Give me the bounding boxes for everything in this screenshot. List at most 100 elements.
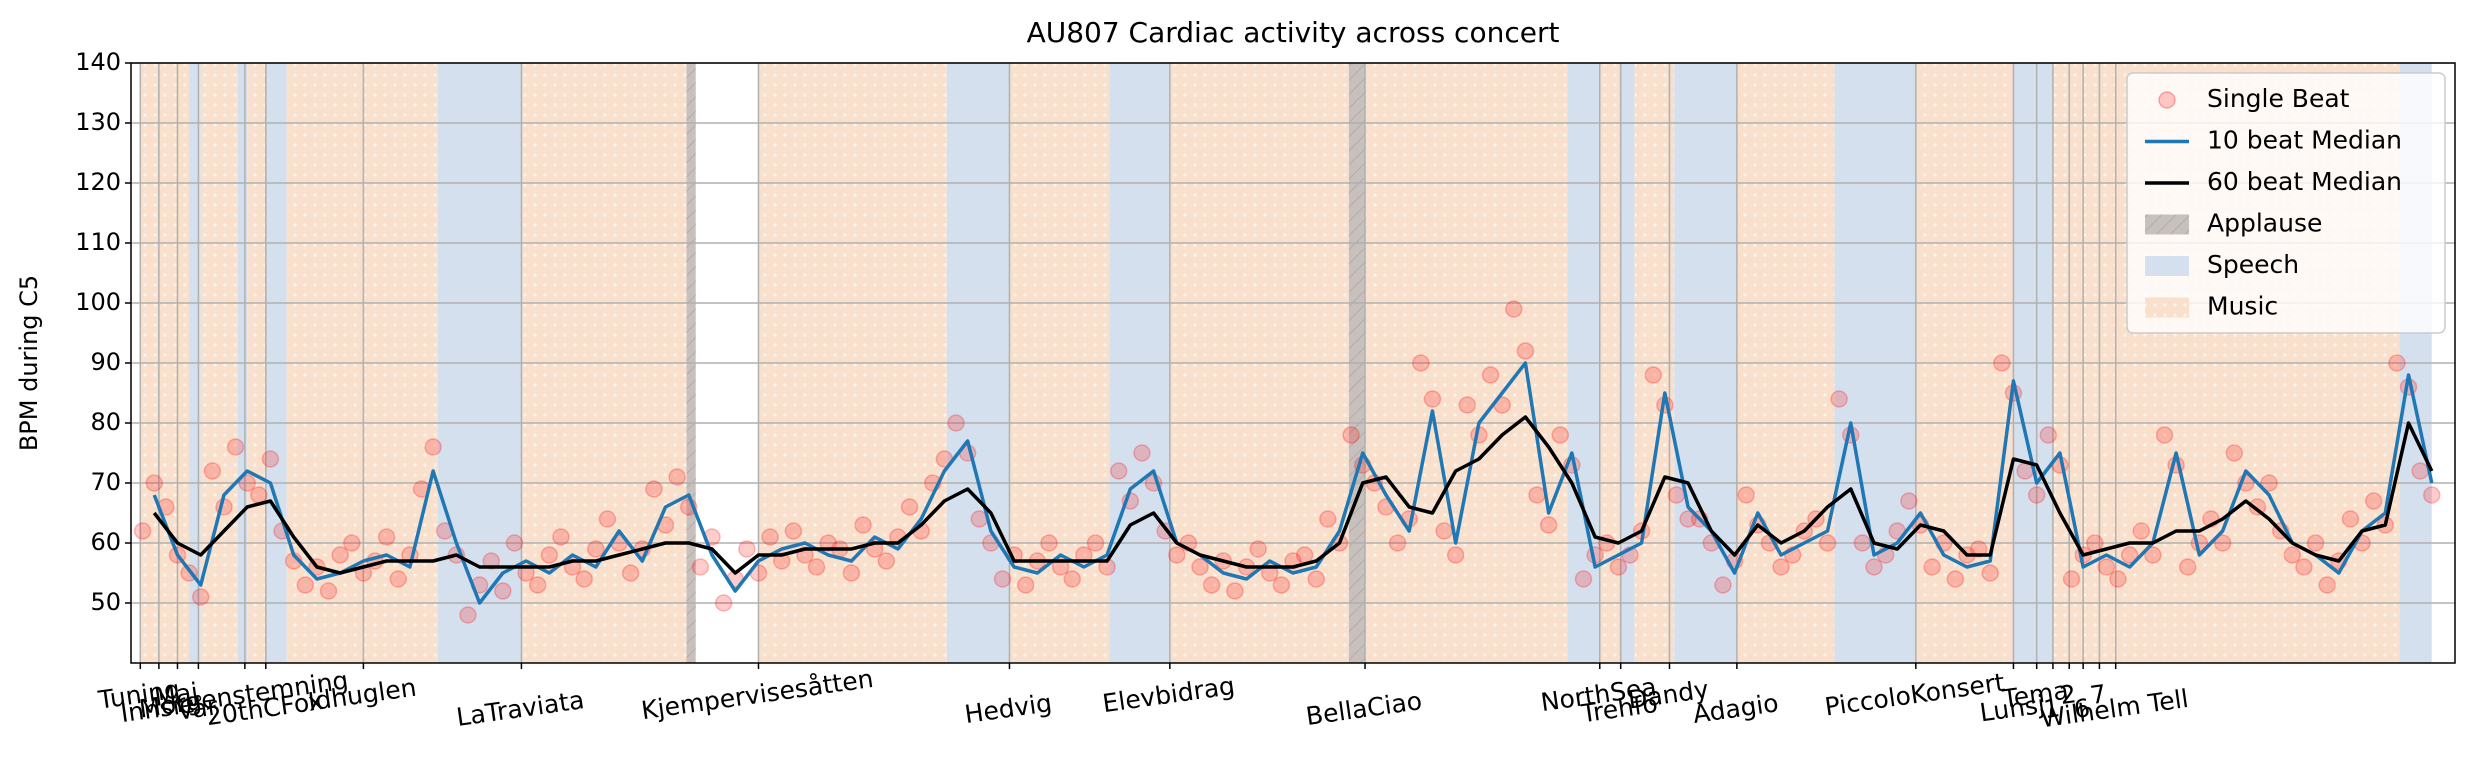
- beat-point: [1086, 534, 1105, 552]
- beat-point: [1993, 354, 2011, 372]
- beat-point: [2364, 492, 2383, 510]
- y-tick-label: 130: [75, 108, 121, 136]
- y-tick-label: 110: [75, 228, 121, 256]
- x-tick-label: Vår: [175, 691, 220, 725]
- beat-point: [900, 498, 919, 516]
- beat-point: [947, 414, 965, 432]
- beat-point: [2062, 570, 2081, 588]
- beat-point: [1342, 426, 1360, 444]
- beat-point: [1505, 300, 1523, 318]
- beat-point: [494, 582, 512, 600]
- beat-point: [1969, 540, 1988, 558]
- chart-title: AU807 Cardiac activity across concert: [1027, 16, 1560, 49]
- beat-point: [1261, 564, 1279, 582]
- beat-point: [2109, 570, 2127, 588]
- beat-point: [1539, 516, 1558, 534]
- beat-point: [621, 564, 640, 582]
- beat-point: [1133, 444, 1151, 462]
- beat-point: [1981, 564, 1999, 582]
- beat-point: [2283, 546, 2302, 564]
- beat-point: [1830, 390, 1848, 408]
- beat-point: [331, 546, 349, 564]
- beat-point: [1865, 558, 1883, 576]
- beat-point: [1946, 570, 1965, 588]
- beat-point: [2039, 426, 2058, 444]
- y-tick-label: 80: [90, 408, 121, 436]
- beat-point: [1435, 522, 1453, 540]
- beat-point: [761, 528, 779, 546]
- beat-point: [877, 552, 896, 570]
- beat-point: [1528, 486, 1546, 504]
- beat-point: [1075, 546, 1093, 564]
- beat-point: [1574, 570, 1593, 588]
- beat-point: [1319, 510, 1337, 528]
- beat-point: [424, 438, 442, 456]
- beat-point: [772, 552, 791, 570]
- y-tick-label: 70: [90, 468, 121, 496]
- beat-point: [1923, 558, 1941, 576]
- beat-point: [1249, 540, 1267, 558]
- beat-point: [1016, 576, 1035, 594]
- beat-point: [238, 474, 256, 492]
- y-tick-label: 50: [90, 588, 121, 616]
- legend-label: Speech: [2207, 250, 2299, 279]
- beat-point: [2178, 558, 2197, 576]
- beat-point: [1202, 576, 1221, 594]
- beat-point: [1667, 486, 1686, 504]
- beat-point: [2027, 486, 2046, 504]
- beat-point: [1295, 546, 1314, 564]
- beat-point: [1516, 342, 1535, 360]
- beat-point: [1551, 426, 1570, 444]
- beat-point: [1714, 576, 1732, 594]
- beat-point: [993, 570, 1012, 588]
- beat-point: [482, 552, 500, 570]
- beat-point: [842, 564, 861, 582]
- beat-point: [1481, 366, 1500, 384]
- y-tick-label: 90: [90, 348, 121, 376]
- beat-point: [226, 438, 245, 456]
- beat-point: [2016, 462, 2034, 480]
- beat-point: [517, 564, 535, 582]
- beat-point: [1818, 534, 1837, 552]
- beat-point: [1679, 510, 1697, 528]
- beat-point: [505, 534, 524, 552]
- legend-marker-hatch: [2145, 297, 2189, 318]
- beat-point: [1853, 534, 1872, 552]
- beat-point: [2144, 546, 2162, 564]
- beat-point: [1772, 558, 1790, 576]
- beat-point: [296, 576, 315, 594]
- legend-label: Single Beat: [2207, 84, 2350, 113]
- x-tick-label: BellaCiao: [1304, 686, 1424, 731]
- beat-point: [714, 594, 733, 612]
- beat-point: [528, 576, 547, 594]
- y-tick-label: 100: [75, 288, 121, 316]
- beat-point: [1388, 534, 1407, 552]
- beat-point: [2132, 522, 2151, 540]
- beat-point: [2318, 576, 2336, 594]
- x-tick-label: 6: [2072, 693, 2092, 724]
- beat-point: [2155, 426, 2174, 444]
- beat-point: [2213, 534, 2232, 552]
- beat-point: [1307, 570, 1325, 588]
- beat-point: [145, 474, 163, 492]
- beat-point: [2295, 558, 2313, 576]
- beat-point: [540, 546, 559, 564]
- beat-point: [191, 588, 210, 606]
- legend-marker-hatch: [2145, 214, 2189, 235]
- beat-point: [598, 510, 617, 528]
- beat-point: [1609, 558, 1628, 576]
- beat-point: [2411, 462, 2429, 480]
- beat-point: [2341, 510, 2360, 528]
- beat-point: [1063, 570, 1081, 588]
- beat-point: [2120, 546, 2139, 564]
- beat-point: [377, 528, 396, 546]
- beat-point: [1458, 396, 1477, 414]
- x-tick-label: Elevbidrag: [1101, 671, 1237, 718]
- beat-point: [319, 582, 338, 600]
- beat-point: [645, 480, 663, 498]
- beat-point: [1040, 534, 1058, 552]
- beat-point: [819, 534, 837, 552]
- y-axis-label: BPM during C5: [15, 275, 43, 451]
- beat-point: [1644, 366, 1662, 384]
